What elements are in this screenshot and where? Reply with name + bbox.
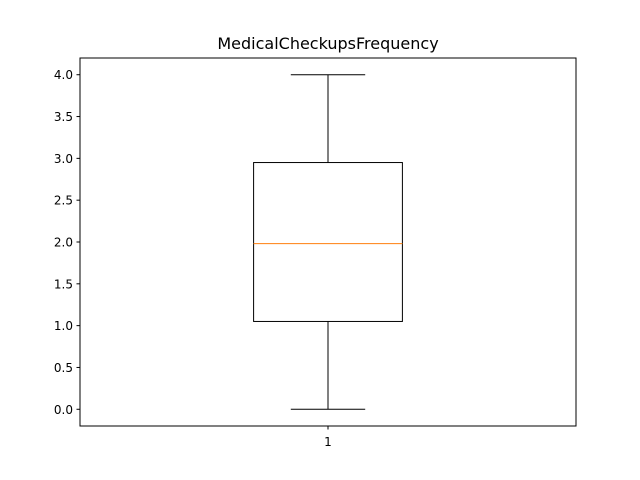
y-tick-label: 4.0	[54, 68, 73, 82]
y-tick-label: 2.0	[54, 236, 73, 250]
x-axis: 1	[324, 426, 332, 449]
box-plot	[253, 74, 403, 410]
y-tick-label: 3.0	[54, 152, 73, 166]
y-tick-label: 1.5	[54, 277, 73, 291]
y-tick-label: 0.5	[54, 361, 73, 375]
y-axis: 0.0 0.5 1.0 1.5 2.0 2.5 3.0 3.5 4.0	[54, 68, 80, 417]
y-tick-label: 0.0	[54, 403, 73, 417]
y-tick-label: 2.5	[54, 194, 73, 208]
y-tick-label: 3.5	[54, 110, 73, 124]
y-tick-label: 1.0	[54, 319, 73, 333]
box-iqr	[253, 162, 403, 322]
chart-title: MedicalCheckupsFrequency	[217, 34, 438, 53]
x-tick-label: 1	[324, 435, 332, 449]
